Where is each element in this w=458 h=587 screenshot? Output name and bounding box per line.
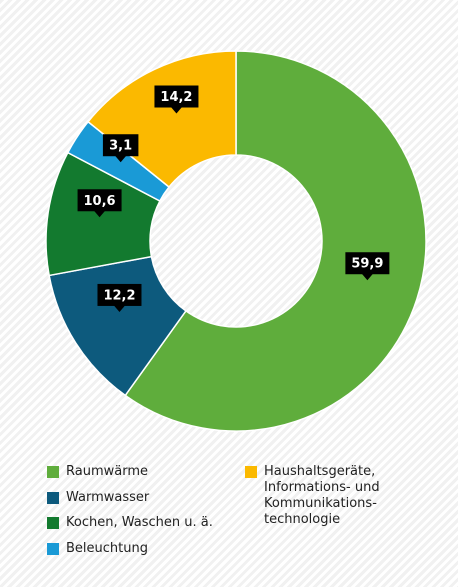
legend-swatch <box>47 517 59 529</box>
legend-swatch <box>245 466 257 478</box>
label-pointer <box>361 273 374 281</box>
data-label: 59,9 <box>351 257 383 272</box>
label-box <box>97 283 142 306</box>
label-pointer <box>93 210 106 218</box>
legend-label: Raumwärme <box>66 464 148 479</box>
legend-label: Beleuchtung <box>66 540 148 556</box>
donut-segment <box>124 50 427 432</box>
donut-chart: 59,9 12,2 10,6 3,1 14,2 <box>45 50 427 432</box>
legend-label: Haushaltsgeräte, Informations- und Kommu… <box>264 464 380 527</box>
legend-label: Warmwasser <box>66 489 150 505</box>
label-box <box>77 189 122 212</box>
label-pointer <box>170 106 183 114</box>
legend-swatch <box>47 491 59 504</box>
data-label: 10,6 <box>84 194 116 209</box>
label-pointer <box>114 155 127 163</box>
label-box <box>345 252 390 275</box>
donut-segment <box>87 50 237 189</box>
label-box <box>102 134 139 157</box>
data-label: 14,2 <box>160 90 192 105</box>
data-label: 12,2 <box>103 288 135 303</box>
label-box <box>154 85 199 108</box>
data-label: 3,1 <box>109 139 132 154</box>
label-pointer <box>113 304 126 312</box>
legend-label: Kochen, Waschen u. ä. <box>66 515 213 530</box>
legend-swatch <box>47 466 59 478</box>
legend-swatch <box>47 542 59 555</box>
